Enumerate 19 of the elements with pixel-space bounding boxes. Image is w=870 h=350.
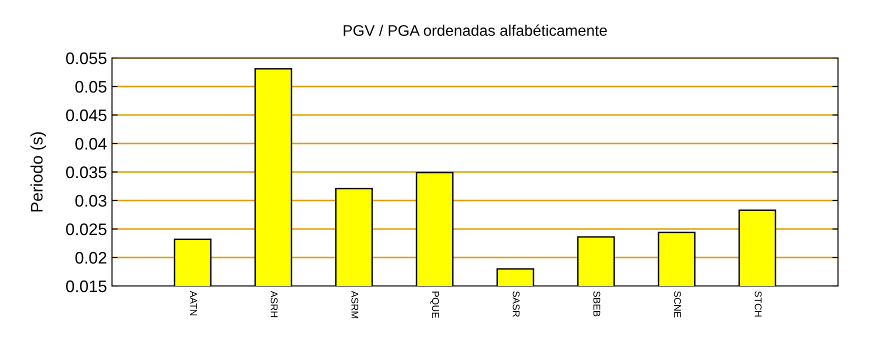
x-tick-label: AATN bbox=[190, 290, 197, 316]
x-tick-label: PQUE bbox=[430, 292, 439, 318]
y-tick-label: 0.02 bbox=[75, 252, 106, 264]
y-axis-title: Periodo (s) bbox=[30, 132, 46, 212]
x-tick-label: SASR bbox=[512, 291, 520, 317]
y-tick-label: 0.05 bbox=[75, 80, 106, 93]
x-tick-label: SBEB bbox=[593, 291, 600, 316]
y-tick-label: 0.055 bbox=[66, 52, 106, 64]
y-tick-label: 0.015 bbox=[66, 280, 106, 292]
y-tick-label: 0.045 bbox=[66, 109, 106, 122]
chart-title: PGV / PGA ordenadas alfabéticamente bbox=[344, 24, 607, 36]
x-tick-label: STCH bbox=[754, 291, 762, 317]
y-tick-label: 0.03 bbox=[75, 194, 106, 207]
y-tick-label: 0.025 bbox=[66, 223, 106, 236]
x-tick-label: ASRM bbox=[351, 290, 358, 318]
x-tick-label: ASRH bbox=[270, 290, 278, 318]
x-tick-label: SCNE bbox=[674, 291, 681, 318]
y-tick-label: 0.04 bbox=[75, 138, 107, 150]
y-tick-label: 0.035 bbox=[66, 166, 106, 178]
